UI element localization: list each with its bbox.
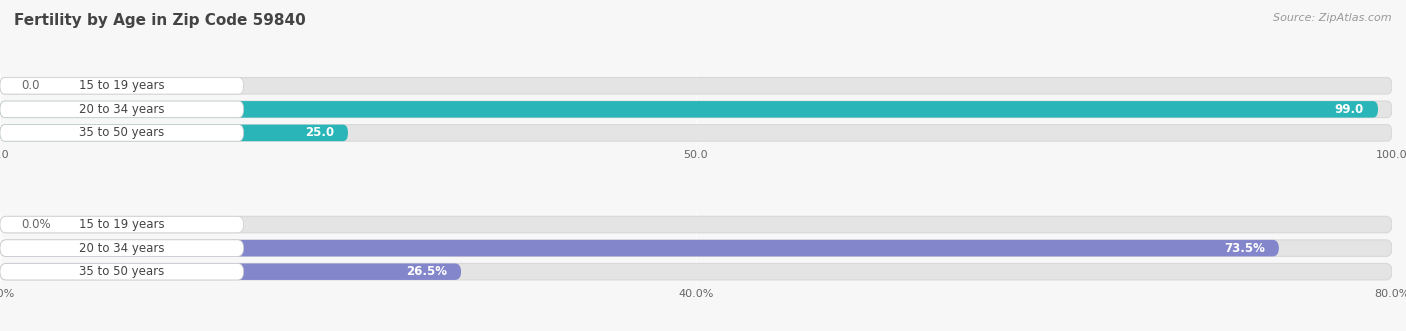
FancyBboxPatch shape bbox=[0, 240, 1279, 257]
FancyBboxPatch shape bbox=[0, 263, 461, 280]
Text: 0.0%: 0.0% bbox=[21, 218, 51, 231]
FancyBboxPatch shape bbox=[0, 101, 1392, 118]
FancyBboxPatch shape bbox=[0, 77, 243, 94]
FancyBboxPatch shape bbox=[0, 263, 243, 280]
FancyBboxPatch shape bbox=[0, 125, 349, 141]
Text: 20 to 34 years: 20 to 34 years bbox=[79, 242, 165, 255]
Text: 20 to 34 years: 20 to 34 years bbox=[79, 103, 165, 116]
Text: 15 to 19 years: 15 to 19 years bbox=[79, 218, 165, 231]
Text: 15 to 19 years: 15 to 19 years bbox=[79, 79, 165, 92]
FancyBboxPatch shape bbox=[0, 263, 1392, 280]
FancyBboxPatch shape bbox=[0, 101, 1378, 118]
Text: 26.5%: 26.5% bbox=[406, 265, 447, 278]
FancyBboxPatch shape bbox=[0, 125, 1392, 141]
FancyBboxPatch shape bbox=[0, 216, 243, 233]
Text: 0.0: 0.0 bbox=[21, 79, 39, 92]
Text: 25.0: 25.0 bbox=[305, 126, 335, 139]
Text: 99.0: 99.0 bbox=[1334, 103, 1364, 116]
Text: 35 to 50 years: 35 to 50 years bbox=[79, 265, 165, 278]
FancyBboxPatch shape bbox=[0, 77, 1392, 94]
Text: Fertility by Age in Zip Code 59840: Fertility by Age in Zip Code 59840 bbox=[14, 13, 307, 28]
FancyBboxPatch shape bbox=[0, 240, 243, 257]
Text: 73.5%: 73.5% bbox=[1225, 242, 1265, 255]
Text: Source: ZipAtlas.com: Source: ZipAtlas.com bbox=[1274, 13, 1392, 23]
FancyBboxPatch shape bbox=[0, 125, 243, 141]
FancyBboxPatch shape bbox=[0, 216, 1392, 233]
Text: 35 to 50 years: 35 to 50 years bbox=[79, 126, 165, 139]
FancyBboxPatch shape bbox=[0, 240, 1392, 257]
FancyBboxPatch shape bbox=[0, 101, 243, 118]
